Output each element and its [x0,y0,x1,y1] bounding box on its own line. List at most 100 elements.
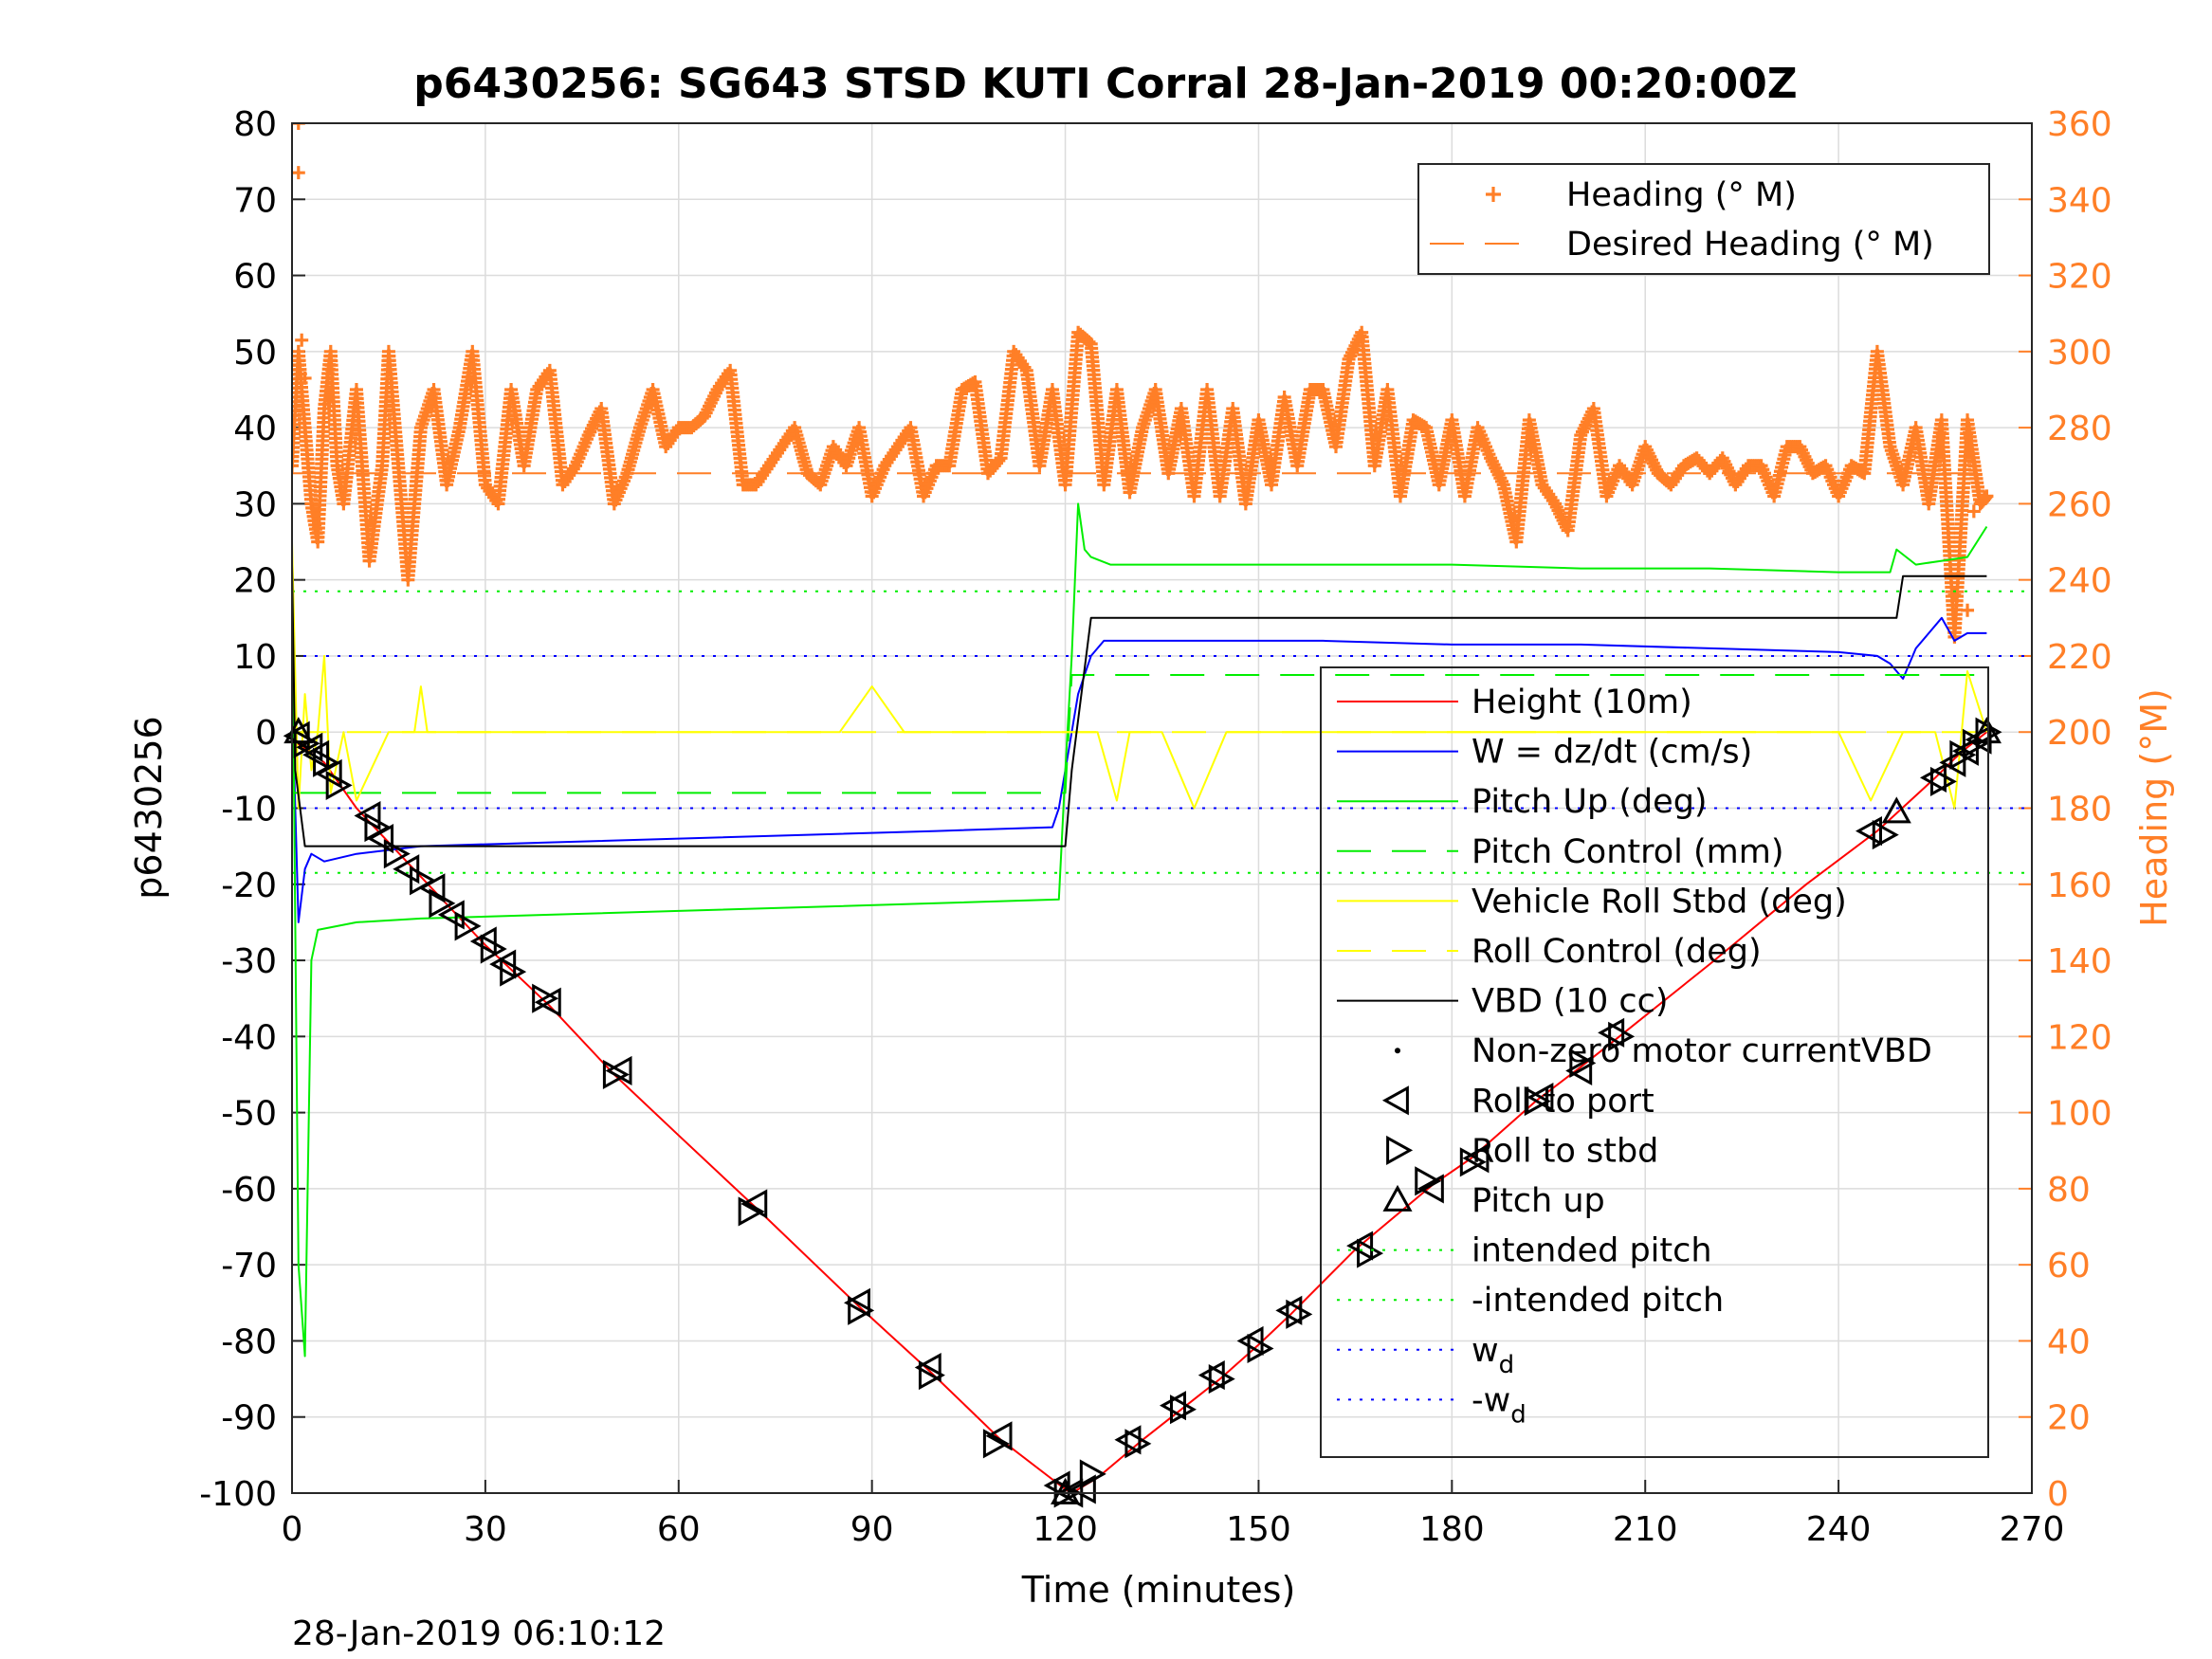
heading-outlier [1961,603,1975,617]
y2-tick-label: 320 [2047,258,2112,297]
x-tick-label: 120 [1033,1510,1098,1549]
roll-to-stbd-marker [1079,1459,1106,1489]
heading-outlier [298,371,312,385]
pitch-up-marker [1971,717,2002,744]
legend-main-box [1320,666,1989,1458]
y2-tick-label: 140 [2047,942,2112,981]
series-line [292,731,1988,1493]
chart-title: p6430256: SG643 STSD KUTI Corral 28-Jan-… [413,60,1797,108]
roll-to-stbd-marker [1459,1147,1487,1177]
heading-point [292,459,299,473]
series-line [292,674,1987,794]
roll-to-stbd-marker [1124,1429,1152,1459]
legend-label: VBD (10 cc) [1472,983,1669,1021]
legend-swatch [1381,1085,1409,1116]
legend-label: -wd [1472,1381,1526,1429]
legend-swatch [1386,1135,1414,1165]
roll-to-stbd-marker [1247,1333,1274,1364]
roll-to-port-marker [1236,1325,1264,1356]
legend-heading: Heading (° M) Desired Heading (° M) [1417,163,1990,275]
roll-to-stbd-marker [364,812,392,843]
y2-tick-labels: 3603403203002802602402202001801601401201… [2047,105,2112,1514]
roll-to-stbd-marker [1569,1048,1597,1078]
x-axis-label: Time (minutes) [1021,1569,1296,1611]
roll-to-stbd-marker [1286,1299,1313,1329]
y-tick-label: -40 [221,1018,277,1057]
legend-label: Roll to port [1472,1083,1654,1121]
y2-tick-label: 200 [2047,714,2112,753]
series-line [292,564,1987,848]
x-tick-label: 270 [2000,1510,2065,1549]
heading-outlier [1966,504,1981,519]
y2-tick-label: 120 [2047,1018,2112,1057]
roll-to-stbd-marker [1169,1395,1197,1425]
heading-outlier [292,166,305,180]
roll-to-stbd-marker [313,747,340,777]
pitch-up-marker [1881,796,1911,824]
legend-label: Roll to stbd [1472,1132,1658,1170]
roll-to-stbd-marker [1872,820,1899,850]
roll-to-stbd-marker [1415,1166,1442,1196]
y-axis-label: p6430256 [128,716,170,899]
legend-heading-box [1417,163,1990,275]
y-tick-label: 70 [233,181,277,220]
legend-label: Height (10m) [1472,684,1692,721]
y2-tick-label: 80 [2047,1171,2091,1210]
legend-label: Desired Heading (° M) [1566,226,1934,264]
roll-to-port-marker [1069,1474,1096,1504]
roll-to-stbd-marker [532,983,559,1013]
roll-to-port-marker [843,1287,870,1318]
legend-label: Pitch Up (deg) [1472,783,1708,821]
heading-point [992,453,1006,467]
roll-to-stbd-marker [383,839,411,869]
y2-tick-label: 240 [2047,562,2112,601]
y-tick-label: 60 [233,258,277,297]
legend-label: Vehicle Roll Stbd (deg) [1472,883,1847,921]
y-tick-label: 80 [233,105,277,144]
roll-to-port-marker [1346,1231,1374,1261]
roll-to-stbd-marker [1929,766,1957,796]
roll-to-stbd-marker [602,1059,630,1090]
legend-label: Non-zero motor currentVBD [1472,1032,1932,1070]
y-tick-label: -90 [221,1399,277,1438]
y-tick-label: 20 [233,562,277,601]
roll-to-stbd-marker [1524,1086,1551,1117]
legend-label: Pitch Control (mm) [1472,833,1783,871]
roll-to-port-marker [393,854,420,884]
y2-tick-label: 360 [2047,105,2112,144]
y2-tick-label: 300 [2047,334,2112,373]
roll-to-port-marker [469,926,497,957]
y2-tick-label: 160 [2047,866,2112,905]
roll-to-port-marker [1856,816,1882,847]
legend-swatch [1486,187,1501,202]
roll-to-port-marker [302,739,330,770]
x-tick-label: 240 [1806,1510,1872,1549]
series-layer [292,502,1988,1493]
y-tick-label: -10 [221,791,277,830]
y2-tick-label: 340 [2047,181,2112,220]
y-tick-label: -70 [221,1247,277,1285]
heading-layer [292,123,1994,644]
y2-tick-label: 260 [2047,485,2112,524]
roll-to-stbd-marker [454,911,482,941]
legend-label: W = dz/dt (cm/s) [1472,734,1752,772]
y2-tick-label: 0 [2047,1475,2069,1514]
y-tick-label: 30 [233,485,277,524]
roll-to-stbd-marker [1357,1238,1384,1268]
heading-point [1980,489,1994,503]
heading-outlier [295,333,309,347]
plot-frame [291,122,2033,1494]
y-tick-labels: 80 70 60 50 40 30 20 10 0 -10 -20 -30 -40 -50 -60 -70 -8… [199,105,277,1514]
series-line [292,616,1987,923]
x-tick-labels: 0 30 60 90 120 150 180 210 240 270 [282,1510,2065,1549]
roll-to-stbd-marker [738,1196,765,1227]
roll-to-stbd-marker [410,866,437,896]
y-tick-label: -80 [221,1322,277,1361]
roll-to-stbd-marker [1208,1364,1235,1395]
pitch-up-marker [1051,1477,1081,1504]
roll-to-port-marker [354,800,381,831]
heading-outlier [292,123,305,130]
y2-tick-label: 60 [2047,1247,2091,1285]
x-tick-label: 210 [1613,1510,1678,1549]
legend-swatch [1395,1048,1400,1054]
